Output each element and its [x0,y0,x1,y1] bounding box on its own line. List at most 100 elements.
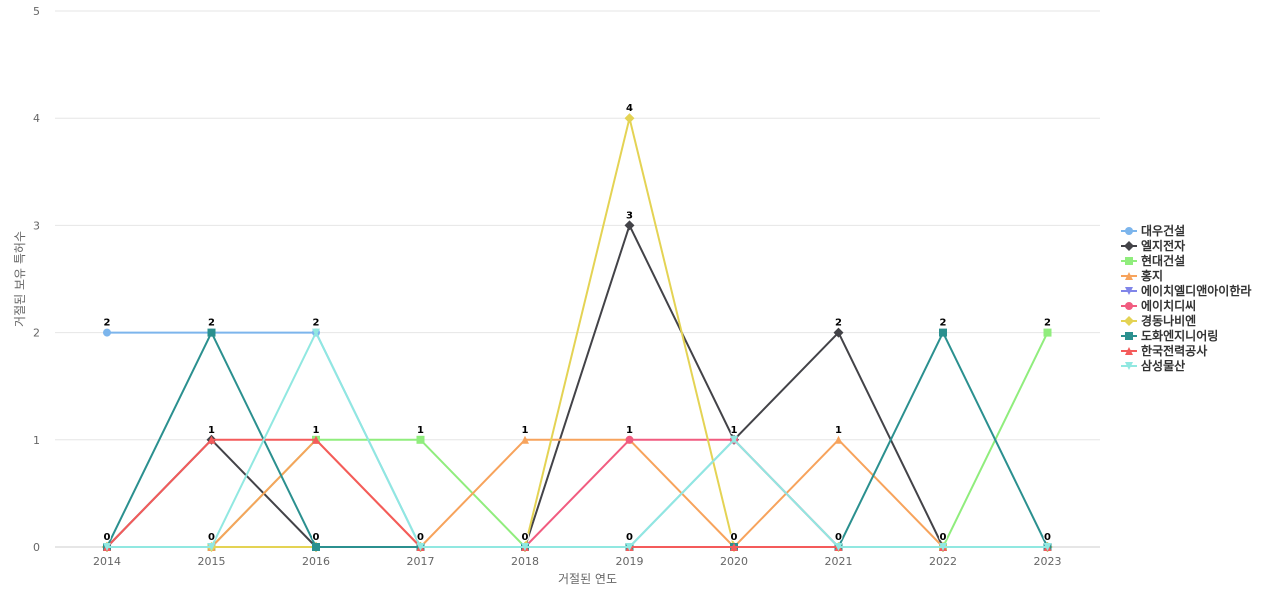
data-point [939,328,947,337]
legend-swatch-marker [1125,257,1133,265]
data-label: 4 [626,103,633,114]
legend-label: 한국전력공사 [1141,343,1207,358]
series-10 [103,328,1052,551]
series-line [106,224,1049,548]
data-label: 1 [313,425,320,436]
x-tick-label: 2019 [616,555,644,568]
data-point [939,543,947,551]
data-label: 0 [626,532,633,543]
data-point [207,435,216,444]
data-point [521,435,529,444]
y-tick-label: 2 [33,327,40,340]
legend-swatch-marker [1125,302,1133,310]
data-label: 0 [417,532,424,543]
data-point [833,327,844,338]
legend-swatch-marker [1124,241,1134,251]
legend-item[interactable]: 엘지전자 [1121,238,1185,253]
data-point [416,543,425,551]
x-axis-ticks: 2014 2015 2016 2017 2018 2019 2020 2021 2022 2023 [93,555,1062,568]
y-axis-title: 거절된 보유 특허수 [13,231,27,327]
legend-item[interactable]: 대우건설 [1121,223,1185,238]
legend-label: 삼성물산 [1141,358,1185,373]
legend-swatch-marker [1124,316,1134,326]
legend-item[interactable]: 현대건설 [1121,253,1185,268]
legend-item[interactable]: 에이치디씨 [1121,298,1196,313]
legend-item[interactable]: 삼성물산 [1121,358,1185,373]
legend-item[interactable]: 도화엔지니어링 [1121,328,1218,343]
data-label: 2 [835,318,842,329]
legend-label: 홍지 [1141,268,1163,283]
series-6 [103,435,1052,551]
data-label: 2 [940,318,947,329]
data-point [312,435,320,444]
data-label: 2 [313,318,320,329]
data-point [625,435,634,444]
data-point [624,113,635,124]
data-label: 0 [104,532,111,543]
legend-item[interactable]: 홍지 [1121,268,1163,283]
x-tick-label: 2015 [198,555,226,568]
data-label: 2 [208,318,215,329]
y-tick-label: 1 [33,434,40,447]
data-label: 0 [940,532,947,543]
legend-swatch-marker [1125,272,1133,280]
data-point [1043,543,1052,551]
legend-label: 현대건설 [1141,253,1185,268]
legend-swatch-marker [1125,347,1133,355]
data-point [834,435,843,444]
x-tick-label: 2014 [93,555,121,568]
data-label: 0 [835,532,842,543]
legend-label: 도화엔지니어링 [1141,328,1218,343]
series-line [106,438,1049,548]
data-point [625,543,634,551]
x-tick-label: 2017 [407,555,435,568]
y-tick-label: 3 [33,219,40,232]
legend-item[interactable]: 에이치엘디앤아이한라 [1121,283,1251,298]
y-tick-label: 5 [33,5,40,18]
data-label: 0 [522,532,529,543]
data-labels: 2 0 2 1 0 2 1 0 1 0 1 0 4 3 1 0 1 0 2 1 0 2 0 2 0 [103,102,1053,544]
data-label: 0 [313,532,320,543]
data-point [312,543,320,551]
x-tick-label: 2021 [825,555,853,568]
legend-label: 대우건설 [1141,223,1185,238]
data-label: 1 [731,425,738,436]
data-point [103,543,111,551]
series-line [106,331,1049,548]
data-point [730,435,738,444]
data-point [834,543,843,551]
data-label: 1 [208,425,215,436]
x-tick-label: 2020 [720,555,748,568]
data-label: 1 [522,425,529,436]
data-label: 3 [626,210,633,221]
data-point [1043,328,1052,337]
data-label: 0 [208,532,215,543]
y-tick-label: 4 [33,112,40,125]
series-lines [102,113,1053,552]
legend-swatch-marker [1125,362,1133,370]
data-point [416,435,425,444]
legend-label: 경동나비엔 [1141,313,1196,328]
data-label: 2 [1044,318,1051,329]
x-tick-label: 2016 [302,555,330,568]
legend-label: 엘지전자 [1141,238,1185,253]
gridlines [55,10,1100,548]
data-label: 2 [104,318,111,329]
legend-swatch-marker [1125,287,1133,295]
data-point [103,328,111,337]
data-point [312,328,320,337]
data-label: 1 [626,425,633,436]
data-point [730,543,738,551]
x-axis-title: 거절된 연도 [558,572,617,586]
legend-label: 에이치엘디앤아이한라 [1141,283,1251,298]
legend-item[interactable]: 경동나비엔 [1121,313,1196,328]
data-point [207,543,216,551]
legend: 대우건설엘지전자현대건설홍지에이치엘디앤아이한라에이치디씨경동나비엔도화엔지니어… [1121,223,1251,373]
y-axis-ticks: 0 1 2 3 4 5 [33,5,40,554]
data-label: 1 [835,425,842,436]
legend-item[interactable]: 한국전력공사 [1121,343,1207,358]
legend-swatch-marker [1125,332,1133,340]
legend-label: 에이치디씨 [1141,298,1196,313]
